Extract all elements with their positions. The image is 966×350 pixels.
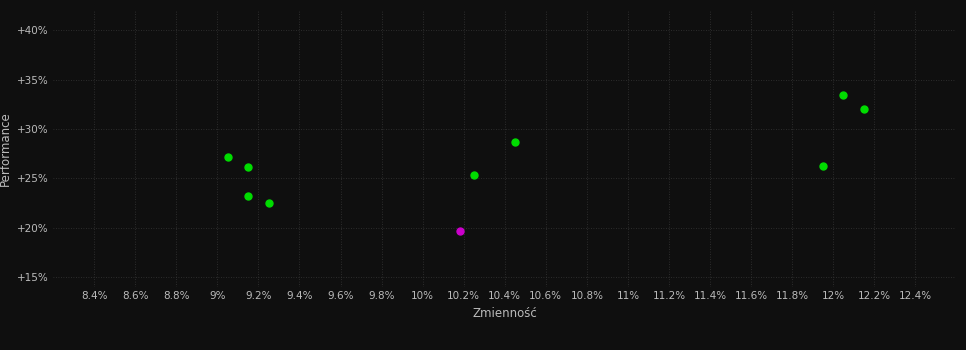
Point [815,163,831,168]
Point [507,139,523,145]
Point [241,193,256,199]
Point [856,106,871,112]
Point [261,200,276,206]
Point [220,154,236,160]
Point [241,164,256,169]
Point [452,228,468,233]
Point [467,173,482,178]
Y-axis label: Performance: Performance [0,111,12,186]
X-axis label: Zmienność: Zmienność [472,307,537,320]
Point [836,93,851,98]
